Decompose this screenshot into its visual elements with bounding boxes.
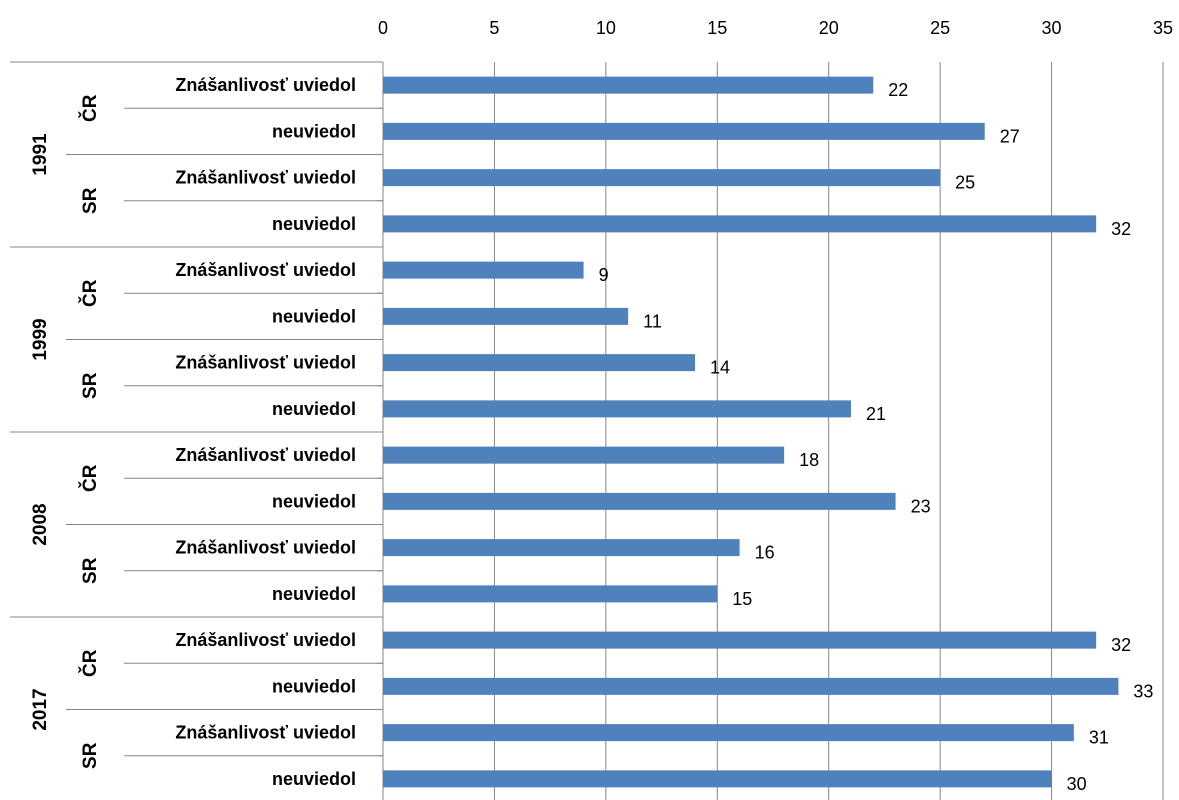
- category-label: Znášanlivosť uviedol: [175, 260, 356, 280]
- bar: [383, 724, 1074, 742]
- year-label: 1999: [30, 318, 51, 360]
- data-label: 27: [1000, 126, 1020, 146]
- category-label: neuviedol: [272, 491, 356, 511]
- category-label: Znášanlivosť uviedol: [175, 445, 356, 465]
- category-label: Znášanlivosť uviedol: [175, 353, 356, 373]
- data-label: 30: [1067, 774, 1087, 794]
- data-label: 15: [732, 589, 752, 609]
- category-label: Znášanlivosť uviedol: [175, 538, 356, 558]
- country-label: SR: [80, 372, 101, 399]
- x-tick-label: 35: [1153, 18, 1173, 38]
- category-label: Znášanlivosť uviedol: [175, 75, 356, 95]
- bar: [383, 400, 851, 418]
- category-label: Znášanlivosť uviedol: [175, 168, 356, 188]
- x-tick-label: 10: [596, 18, 616, 38]
- year-label: 1991: [30, 133, 51, 176]
- data-label: 22: [888, 80, 908, 100]
- data-label: 23: [911, 496, 931, 516]
- x-tick-label: 0: [378, 18, 388, 38]
- bar: [383, 585, 718, 603]
- bar: [383, 492, 896, 510]
- data-label: 16: [755, 543, 775, 563]
- category-label: Znášanlivosť uviedol: [175, 723, 356, 743]
- bar: [383, 215, 1097, 233]
- bar: [383, 770, 1052, 788]
- category-label: neuviedol: [272, 121, 356, 141]
- data-label: 9: [599, 265, 609, 285]
- data-label: 32: [1111, 635, 1131, 655]
- x-tick-label: 5: [489, 18, 499, 38]
- bar: [383, 677, 1119, 695]
- data-label: 31: [1089, 728, 1109, 748]
- bar: [383, 122, 985, 140]
- data-label: 32: [1111, 219, 1131, 239]
- bar: [383, 169, 941, 187]
- bar: [383, 307, 629, 325]
- category-label: neuviedol: [272, 214, 356, 234]
- x-tick-label: 20: [819, 18, 839, 38]
- bar: [383, 261, 584, 279]
- category-label: neuviedol: [272, 676, 356, 696]
- bar: [383, 446, 785, 464]
- category-label: Znášanlivosť uviedol: [175, 630, 356, 650]
- x-tick-label: 30: [1042, 18, 1062, 38]
- data-label: 33: [1133, 681, 1153, 701]
- bar: [383, 354, 695, 372]
- bar: [383, 539, 740, 557]
- x-tick-label: 15: [707, 18, 727, 38]
- country-label: ČR: [79, 649, 101, 677]
- country-label: SR: [80, 187, 101, 214]
- data-label: 18: [799, 450, 819, 470]
- country-label: SR: [80, 557, 101, 584]
- x-tick-label: 25: [930, 18, 950, 38]
- category-label: neuviedol: [272, 769, 356, 789]
- country-label: ČR: [79, 94, 101, 122]
- bar: [383, 76, 874, 94]
- year-label: 2017: [30, 688, 51, 730]
- category-label: neuviedol: [272, 584, 356, 604]
- category-label: neuviedol: [272, 399, 356, 419]
- data-label: 14: [710, 358, 730, 378]
- data-label: 25: [955, 173, 975, 193]
- country-label: ČR: [79, 464, 101, 492]
- country-label: ČR: [79, 279, 101, 307]
- category-label: neuviedol: [272, 306, 356, 326]
- bar: [383, 631, 1097, 649]
- year-label: 2008: [30, 503, 51, 545]
- data-label: 11: [643, 311, 662, 331]
- data-label: 21: [866, 404, 886, 424]
- country-label: SR: [80, 742, 101, 769]
